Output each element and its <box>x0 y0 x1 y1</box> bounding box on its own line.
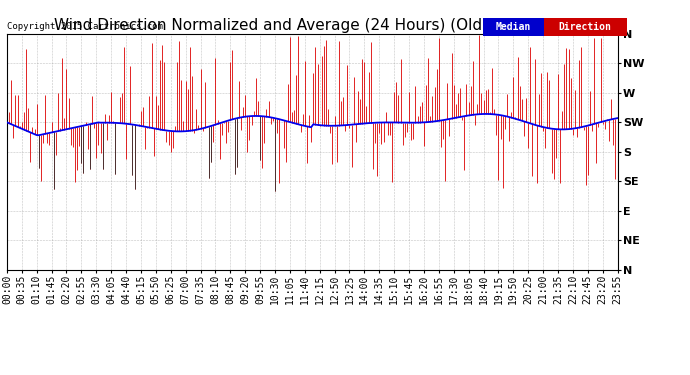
Title: Wind Direction Normalized and Average (24 Hours) (Old) 20151220: Wind Direction Normalized and Average (2… <box>55 18 570 33</box>
FancyBboxPatch shape <box>483 18 544 36</box>
Text: Direction: Direction <box>559 22 611 32</box>
FancyBboxPatch shape <box>544 18 627 36</box>
Text: Copyright 2015 Cartronics.com: Copyright 2015 Cartronics.com <box>7 22 163 32</box>
Text: Median: Median <box>496 22 531 32</box>
